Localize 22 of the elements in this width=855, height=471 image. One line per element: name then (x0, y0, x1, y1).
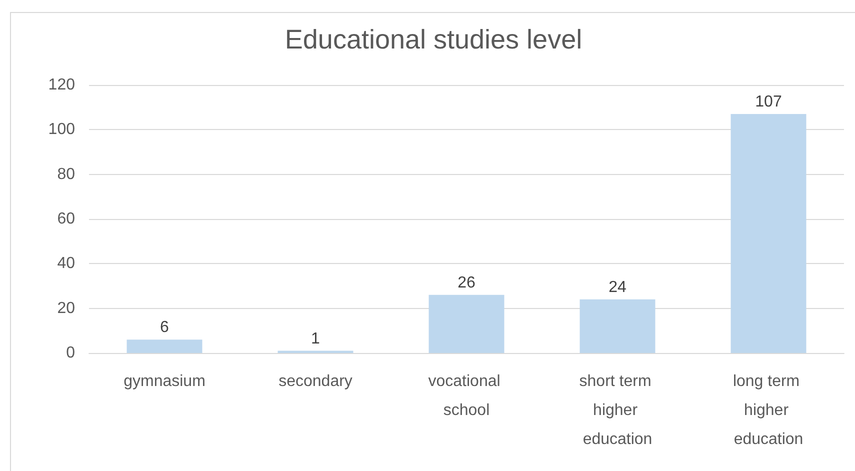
x-tick-label: gymnasium (124, 373, 206, 390)
data-label: 24 (608, 278, 626, 296)
data-label: 6 (160, 319, 170, 336)
data-label: 1 (311, 330, 320, 348)
x-tick-label: vocational school (428, 373, 505, 419)
x-tick-label: long term higher education (732, 373, 804, 448)
bar (580, 299, 656, 353)
x-tick-label: secondary (278, 373, 352, 390)
bar (428, 294, 504, 353)
bar (126, 340, 202, 353)
y-tick-label: 80 (57, 166, 76, 183)
data-label: 26 (458, 274, 476, 292)
y-tick-label: 20 (57, 300, 76, 317)
y-tick-label: 120 (48, 76, 76, 94)
y-tick-label: 100 (48, 121, 76, 138)
bar (730, 114, 806, 353)
x-tick-label: short term higher education (579, 373, 656, 448)
chart-title: Educational studies level (284, 24, 582, 54)
y-tick-label: 60 (57, 210, 76, 228)
y-tick-label: 40 (57, 255, 76, 272)
data-label: 107 (755, 94, 782, 111)
y-tick-label: 0 (66, 344, 76, 362)
